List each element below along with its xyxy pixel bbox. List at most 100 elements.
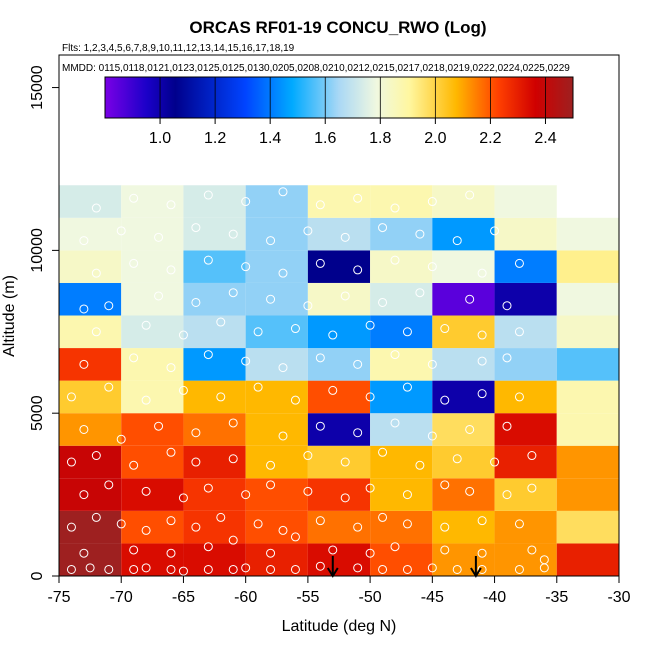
heatmap-cell [59, 250, 122, 283]
data-point [477, 330, 487, 340]
heatmap-cell [556, 478, 619, 511]
heatmap-cell [307, 380, 371, 414]
heatmap-cell [432, 543, 495, 576]
data-point [79, 304, 89, 314]
data-point [203, 564, 213, 574]
data-point [465, 190, 475, 200]
data-point [490, 457, 500, 467]
data-point [66, 392, 76, 402]
heatmap-cell [307, 185, 371, 218]
data-point [154, 421, 164, 431]
data-point [303, 451, 313, 461]
heatmap-cell [307, 445, 371, 479]
heatmap-cell [121, 217, 184, 251]
colorbar-tick-label: 2.2 [479, 130, 501, 147]
data-point [166, 548, 176, 558]
data-point [104, 564, 114, 574]
heatmap-cell [59, 315, 122, 349]
heatmap-cell [370, 413, 433, 446]
data-point [390, 542, 400, 552]
data-point [527, 483, 537, 493]
data-point [303, 226, 313, 236]
data-point [477, 389, 487, 399]
heatmap-cell [494, 217, 557, 251]
data-point [365, 392, 375, 402]
heatmap-cell [307, 282, 371, 316]
data-point [116, 226, 126, 236]
data-point [290, 532, 300, 542]
heatmap-cell [307, 348, 371, 381]
data-point [303, 486, 313, 496]
data-point [66, 457, 76, 467]
data-point [415, 460, 425, 470]
heatmap-cell [370, 543, 433, 576]
heatmap-cell [183, 315, 246, 349]
data-point [465, 294, 475, 304]
data-point [415, 288, 425, 298]
data-point [129, 353, 139, 363]
data-point [340, 232, 350, 242]
data-point [340, 457, 350, 467]
data-point [141, 525, 151, 535]
heatmap-cell [245, 413, 308, 446]
heatmap-cell [121, 348, 184, 381]
data-point [228, 454, 238, 464]
data-point [427, 197, 437, 207]
data-point [477, 548, 487, 558]
heatmap-cell [556, 445, 619, 479]
heatmap-cell [59, 413, 122, 446]
colorbar-tick-label: 1.0 [149, 130, 171, 147]
data-point [154, 232, 164, 242]
heatmap-cell [370, 282, 433, 316]
x-axis: -75 -70 -65 -60 -55 -50 -45 -40 -35 -30 [47, 575, 631, 606]
data-point [166, 447, 176, 457]
heatmap-cell [245, 217, 308, 251]
data-point [328, 330, 338, 340]
data-point [502, 421, 512, 431]
data-point [303, 301, 313, 311]
data-point [79, 236, 89, 246]
data-point [66, 564, 76, 574]
y-tick-label: 10000 [29, 228, 46, 273]
data-point [340, 493, 350, 503]
heatmap-cell [556, 217, 619, 251]
heatmap-cell [183, 413, 246, 446]
heatmap-cell [556, 348, 619, 381]
data-point [129, 460, 139, 470]
data-point [91, 512, 101, 522]
data-point [203, 190, 213, 200]
data-point [378, 447, 388, 457]
heatmap-cell [494, 510, 557, 544]
heatmap-cell [556, 380, 619, 414]
data-point [477, 516, 487, 526]
data-point [178, 566, 188, 576]
data-point [104, 480, 114, 490]
heatmap-cell [59, 380, 122, 414]
heatmap-cell [370, 478, 433, 511]
data-point [178, 330, 188, 340]
data-point [104, 301, 114, 311]
y-tick-label: 15000 [29, 65, 46, 110]
data-point [241, 197, 251, 207]
colorbar: 1.0 1.2 1.4 1.6 1.8 2.0 2.2 2.4 [104, 76, 574, 147]
data-point [203, 350, 213, 360]
data-point [452, 454, 462, 464]
heatmap-cell [59, 510, 122, 544]
data-point [79, 490, 89, 500]
data-point [178, 385, 188, 395]
data-point [253, 382, 263, 392]
heatmap-cell [370, 348, 433, 381]
data-point [85, 563, 95, 573]
data-point [228, 418, 238, 428]
data-point [91, 451, 101, 461]
data-point [290, 395, 300, 405]
heatmap-cell [432, 413, 495, 446]
data-point [129, 258, 139, 268]
data-point [228, 535, 238, 545]
heatmap-cell [59, 185, 122, 218]
heatmap-cell [245, 445, 308, 479]
heatmap-cell [494, 315, 557, 349]
data-point [440, 395, 450, 405]
heatmap-cell [307, 315, 371, 349]
heatmap-cell [59, 348, 122, 381]
